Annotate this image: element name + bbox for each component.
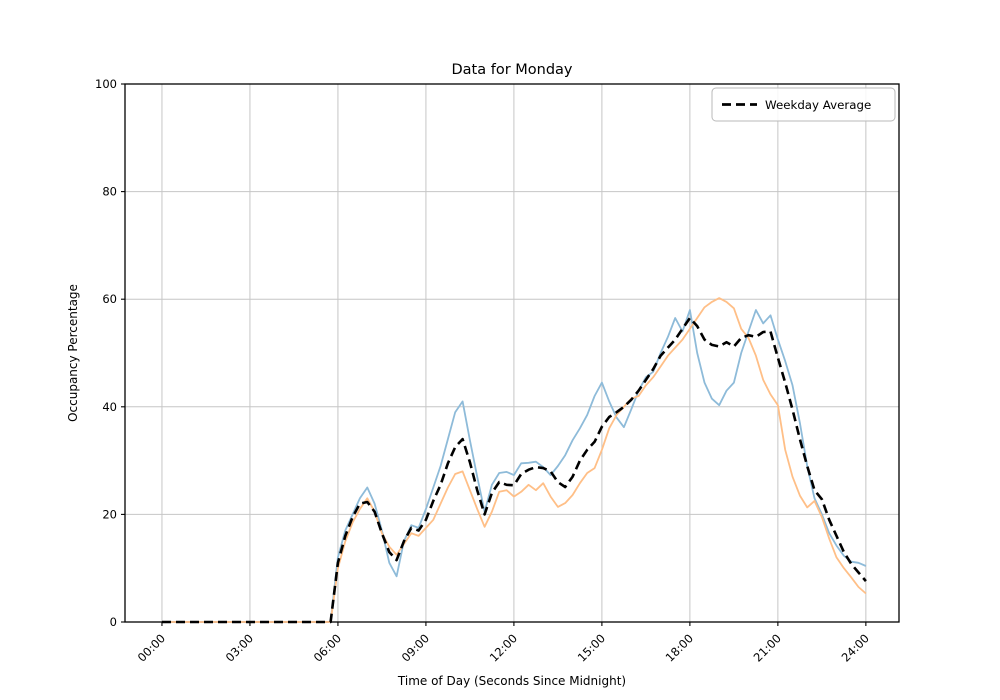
svg-text:15:00: 15:00 (575, 631, 608, 664)
svg-text:06:00: 06:00 (311, 631, 344, 664)
x-axis-label: Time of Day (Seconds Since Midnight) (397, 674, 626, 688)
svg-text:24:00: 24:00 (839, 631, 872, 664)
svg-text:00:00: 00:00 (135, 631, 168, 664)
y-axis-label: Occupancy Percentage (66, 284, 80, 422)
svg-text:20: 20 (102, 507, 117, 521)
svg-text:21:00: 21:00 (751, 631, 784, 664)
legend-label: Weekday Average (765, 98, 871, 112)
plot-border (124, 83, 900, 623)
grid-lines (125, 83, 899, 623)
svg-text:09:00: 09:00 (399, 631, 432, 664)
svg-text:0: 0 (110, 615, 117, 629)
legend: Weekday Average (711, 87, 896, 122)
svg-text:03:00: 03:00 (223, 631, 256, 664)
plot-lines (162, 297, 867, 624)
x-tick-labels: 00:00 03:00 06:00 09:00 12:00 15:00 18:00 21:00… (135, 631, 872, 664)
svg-text:60: 60 (102, 292, 117, 306)
svg-text:80: 80 (102, 185, 117, 199)
svg-text:40: 40 (102, 400, 117, 414)
svg-text:18:00: 18:00 (663, 631, 696, 664)
line-weekday-average (162, 316, 867, 624)
svg-text:100: 100 (95, 77, 117, 91)
svg-text:12:00: 12:00 (487, 631, 520, 664)
tick-marks (121, 83, 867, 626)
legend-box (711, 87, 896, 122)
chart-title: Data for Monday (451, 62, 572, 78)
y-tick-labels: 0 20 40 60 80 100 (95, 77, 117, 629)
